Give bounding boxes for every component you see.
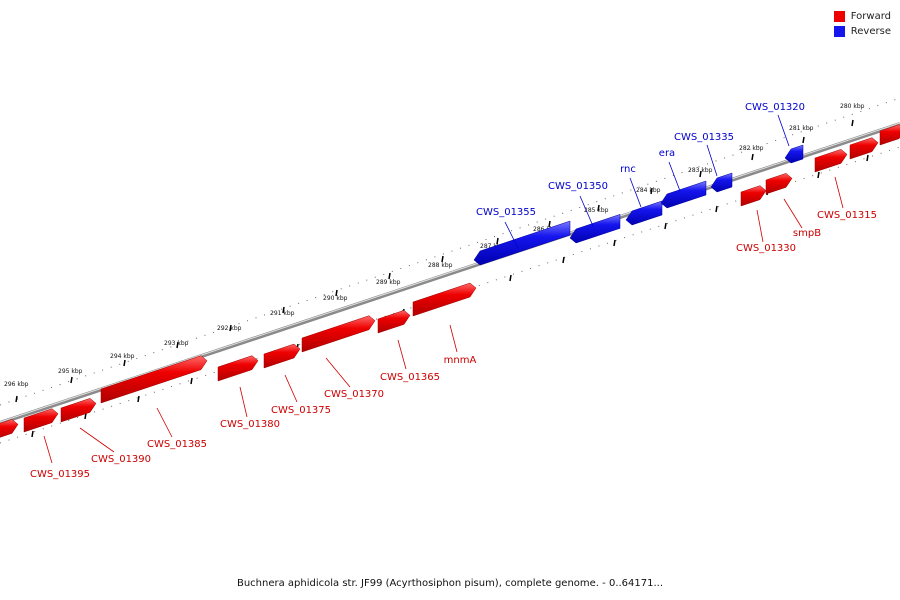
gene-label[interactable]: CWS_01390 bbox=[91, 454, 151, 465]
gene-cws-01320[interactable] bbox=[784, 144, 804, 164]
gene-label[interactable]: CWS_01395 bbox=[30, 469, 90, 480]
leader-line bbox=[834, 176, 844, 209]
forward-swatch bbox=[833, 11, 845, 22]
leader-line bbox=[706, 144, 718, 177]
gene-cws-01365[interactable] bbox=[377, 310, 411, 334]
tick-label: 288 kbp bbox=[428, 262, 453, 269]
leader-line bbox=[668, 161, 681, 192]
tick-label: 283 kbp bbox=[688, 167, 713, 174]
gene-smpb[interactable] bbox=[765, 173, 793, 195]
gene-label[interactable]: CWS_01330 bbox=[736, 243, 796, 254]
leader-line bbox=[79, 427, 115, 453]
tick-label: 291 kbp bbox=[270, 310, 295, 317]
gene-cws-01350[interactable] bbox=[569, 214, 621, 244]
gene-label[interactable]: mnmA bbox=[444, 355, 477, 366]
leader-line bbox=[579, 195, 594, 227]
tick-label: 290 kbp bbox=[323, 295, 348, 302]
gene-feature[interactable] bbox=[849, 137, 879, 160]
gene-label[interactable]: CWS_01355 bbox=[476, 207, 536, 218]
tick-label: 284 kbp bbox=[636, 187, 661, 194]
leader-line bbox=[756, 209, 764, 243]
gene-label[interactable]: CWS_01370 bbox=[324, 389, 384, 400]
gene-cws-01380[interactable] bbox=[217, 355, 259, 382]
legend-forward-label: Forward bbox=[850, 11, 891, 22]
gene-cws-01315[interactable] bbox=[814, 149, 848, 173]
gene-feature[interactable] bbox=[879, 124, 900, 146]
gene-cws-01375[interactable] bbox=[263, 343, 301, 369]
leader-line bbox=[504, 221, 519, 249]
gene-cws-01395[interactable] bbox=[0, 419, 19, 440]
tick-label: 282 kbp bbox=[739, 145, 764, 152]
tick-label: 295 kbp bbox=[58, 368, 83, 375]
gene-label[interactable]: CWS_01365 bbox=[380, 372, 440, 383]
outer-major-ticks bbox=[15, 119, 854, 403]
gene-feature[interactable] bbox=[60, 398, 97, 423]
gene-label[interactable]: rnc bbox=[620, 164, 636, 175]
tick-label: 296 kbp bbox=[4, 381, 29, 388]
leader-line bbox=[43, 435, 53, 464]
legend-item-forward: Forward bbox=[833, 9, 891, 24]
gene-label[interactable]: CWS_01335 bbox=[674, 132, 734, 143]
tick-label: 285 kbp bbox=[584, 207, 609, 214]
gene-cws-01330[interactable] bbox=[740, 185, 767, 207]
legend-item-reverse: Reverse bbox=[833, 24, 891, 39]
gene-mnma[interactable] bbox=[412, 282, 477, 317]
gene-label[interactable]: CWS_01380 bbox=[220, 419, 280, 430]
leader-line bbox=[239, 386, 248, 418]
legend-reverse-label: Reverse bbox=[850, 26, 891, 37]
tick-label: 289 kbp bbox=[376, 279, 401, 286]
tick-label: 281 kbp bbox=[789, 125, 814, 132]
leader-line bbox=[156, 407, 173, 438]
gene-cws-01370[interactable] bbox=[301, 315, 376, 353]
gene-label[interactable]: CWS_01350 bbox=[548, 181, 608, 192]
gene-label[interactable]: CWS_01385 bbox=[147, 439, 207, 450]
gene-rnc[interactable] bbox=[625, 200, 663, 226]
gene-label[interactable]: CWS_01315 bbox=[817, 210, 877, 221]
gene-label[interactable]: smpB bbox=[793, 228, 821, 239]
gene-label[interactable]: CWS_01320 bbox=[745, 102, 805, 113]
gene-cws-01335[interactable] bbox=[710, 172, 733, 193]
leader-line bbox=[397, 339, 407, 370]
leader-line bbox=[449, 324, 458, 353]
tick-label: 287 kbp bbox=[480, 243, 505, 250]
tick-label: 280 kbp bbox=[840, 103, 865, 110]
gene-label[interactable]: CWS_01375 bbox=[271, 405, 331, 416]
tick-label: 292 kbp bbox=[217, 325, 242, 332]
tick-label: 294 kbp bbox=[110, 353, 135, 360]
gene-cws-01390[interactable] bbox=[23, 408, 59, 433]
leader-line bbox=[783, 198, 803, 229]
reverse-swatch bbox=[833, 26, 845, 37]
gene-cws-01355[interactable] bbox=[473, 220, 571, 266]
genome-caption: Buchnera aphidicola str. JF99 (Acyrthosi… bbox=[236, 578, 664, 589]
gene-cws-01385[interactable] bbox=[100, 355, 208, 404]
leader-line bbox=[629, 177, 642, 208]
leader-line bbox=[325, 357, 351, 388]
tick-label: 293 kbp bbox=[164, 340, 189, 347]
legend: Forward Reverse bbox=[833, 9, 891, 39]
leader-line bbox=[777, 114, 790, 147]
leader-line bbox=[284, 374, 298, 403]
gene-era[interactable] bbox=[660, 180, 707, 209]
gene-label[interactable]: era bbox=[659, 148, 675, 159]
